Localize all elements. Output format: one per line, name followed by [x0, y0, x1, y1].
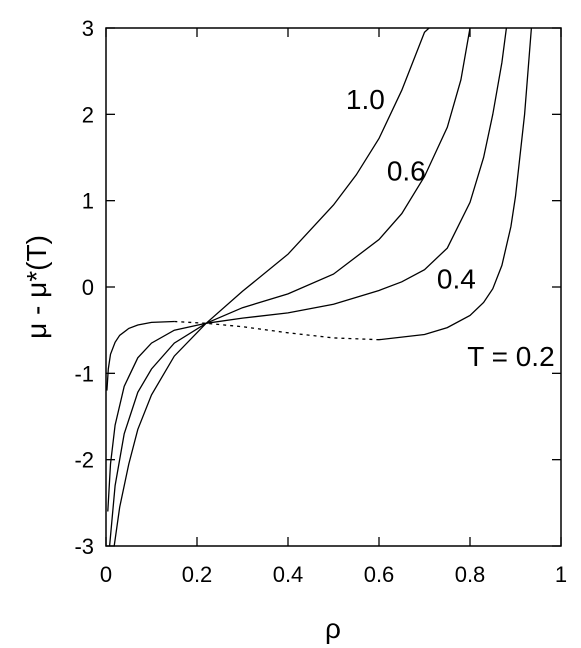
curve-1-0 — [113, 28, 430, 546]
curve-labels-layer: 1.0 0.6 0.4 T = 0.2 — [346, 84, 555, 372]
x-tick-label: 0.8 — [455, 562, 486, 587]
y-tick-label: -2 — [74, 448, 94, 473]
plot-frame — [105, 27, 562, 547]
x-tick-label: 0 — [100, 562, 112, 587]
x-tick-label: 0.4 — [273, 562, 304, 587]
x-tick-label: 0.2 — [182, 562, 213, 587]
x-axis-title: ρ — [325, 613, 341, 644]
y-tick-label: -1 — [74, 361, 94, 386]
y-tick-label: 0 — [82, 275, 94, 300]
x-tick-label: 0.6 — [364, 562, 395, 587]
y-tick-label: 2 — [82, 102, 94, 127]
curve-label-0-6: 0.6 — [387, 155, 426, 186]
tick-labels-layer: 0 0.2 0.4 0.6 0.8 1 -3 -2 -1 0 1 2 3 — [74, 16, 567, 587]
curve-t-0-2-left — [106, 320, 175, 391]
curves-layer — [106, 28, 533, 546]
curve-0-6 — [108, 28, 471, 546]
curve-label-1-0: 1.0 — [346, 84, 385, 115]
y-axis-title: μ - μ*(T) — [21, 235, 52, 339]
y-tick-label: 3 — [82, 16, 94, 41]
y-tick-label: -3 — [74, 534, 94, 559]
curve-t-0-2-unstable — [174, 320, 380, 341]
curve-label-t-0-2: T = 0.2 — [467, 341, 554, 372]
curve-0-4 — [107, 28, 508, 512]
y-tick-label: 1 — [82, 189, 94, 214]
curve-t-0-2-right — [378, 28, 533, 341]
ticks-layer — [105, 27, 562, 547]
curve-label-0-4: 0.4 — [437, 263, 476, 294]
x-tick-label: 1 — [555, 562, 567, 587]
